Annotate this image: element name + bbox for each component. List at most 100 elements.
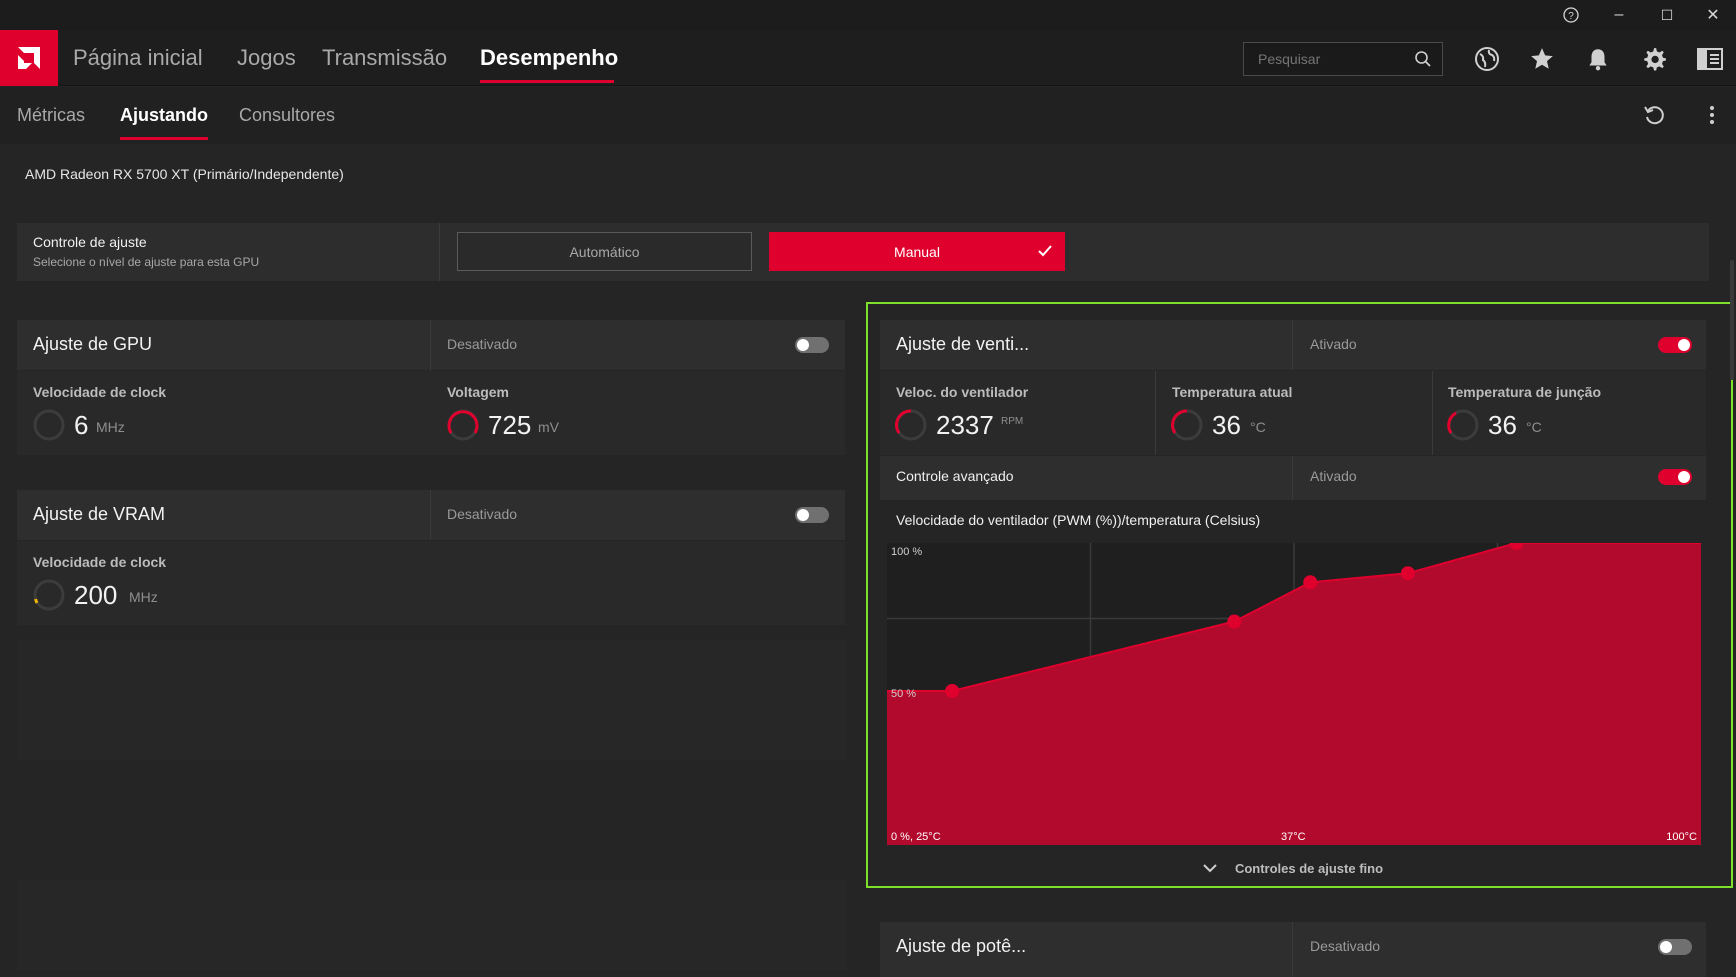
fan-speed-gauge-icon — [894, 408, 928, 447]
chevron-down-icon — [1203, 861, 1217, 876]
vram-tuning-state: Desativado — [447, 506, 518, 522]
tab-tuning[interactable]: Ajustando — [120, 105, 208, 125]
highlight-frame — [866, 302, 1733, 888]
search-input[interactable] — [1258, 51, 1408, 67]
maximize-button[interactable]: ☐ — [1660, 6, 1674, 23]
divider — [1432, 371, 1433, 455]
gear-icon[interactable] — [1636, 42, 1672, 76]
fan-tuning-header — [880, 320, 1706, 370]
x-tick-label: 100°C — [1666, 831, 1697, 843]
vram-tuning-title: Ajuste de VRAM — [33, 504, 166, 524]
nav-item-games[interactable]: Jogos — [237, 45, 296, 70]
power-tuning-toggle[interactable] — [1658, 939, 1692, 955]
fan-speed-value: 2337 — [936, 410, 994, 440]
close-button[interactable]: ✕ — [1706, 7, 1720, 24]
minimize-button[interactable]: – — [1614, 6, 1624, 23]
vram-clock-label: Velocidade de clock — [33, 554, 167, 570]
fan-curve-point[interactable] — [1400, 566, 1415, 581]
tuning-control-label-block: Controle de ajuste Selecione o nível de … — [17, 223, 440, 281]
top-navigation — [0, 30, 1736, 86]
vram-clock-value: 200 — [74, 580, 118, 610]
globe-icon[interactable] — [1469, 42, 1505, 76]
sub-navigation — [0, 87, 1736, 144]
title-bar — [0, 0, 1736, 30]
y-tick-label: 100 % — [891, 546, 922, 558]
x-tick-label: 0 %, 25°C — [891, 831, 941, 843]
tuning-control-title: Controle de ajuste — [33, 234, 147, 250]
fan-tuning-title: Ajuste de venti... — [896, 334, 1030, 354]
nav-item-home[interactable]: Página inicial — [73, 45, 203, 70]
fan-speed-label: Veloc. do ventilador — [896, 384, 1029, 400]
fan-curve-title: Velocidade do ventilador (PWM (%))/tempe… — [896, 512, 1261, 528]
x-tick-label: 37°C — [1281, 831, 1306, 843]
divider — [1292, 456, 1293, 500]
gpu-clock-gauge-icon — [32, 408, 66, 447]
fan-curve-point[interactable] — [1303, 575, 1318, 590]
tab-metrics[interactable]: Métricas — [17, 105, 86, 125]
fan-curve-point[interactable] — [1509, 543, 1524, 550]
vram-clock-gauge-icon — [32, 578, 66, 617]
fan-speed-unit: RPM — [1001, 416, 1024, 427]
fine-tune-controls-button[interactable]: Controles de ajuste fino — [880, 852, 1706, 884]
fan-tuning-toggle[interactable] — [1658, 337, 1692, 353]
advanced-control-row — [880, 456, 1706, 500]
layout-toggle-icon[interactable] — [1692, 42, 1728, 76]
scrollbar-thumb[interactable] — [1730, 260, 1734, 380]
current-temp-gauge-icon — [1170, 408, 1204, 447]
current-temp-label: Temperatura atual — [1172, 384, 1293, 400]
bell-icon[interactable] — [1580, 42, 1616, 76]
gpu-clock-unit: MHz — [96, 419, 125, 435]
y-tick-label: 50 % — [891, 688, 916, 700]
divider — [1155, 371, 1156, 455]
gpu-tuning-title: Ajuste de GPU — [33, 334, 153, 354]
gpu-tuning-body — [17, 371, 845, 455]
junction-temp-label: Temperatura de junção — [1448, 384, 1602, 400]
search-icon[interactable] — [1414, 50, 1432, 71]
background-faded-area — [17, 640, 847, 760]
advanced-control-label: Controle avançado — [896, 468, 1014, 484]
current-temp-unit: °C — [1250, 419, 1266, 435]
current-temp-value: 36 — [1212, 410, 1241, 440]
automatic-button[interactable]: Automático — [457, 232, 752, 271]
junction-temp-unit: °C — [1526, 419, 1542, 435]
background-faded-area — [17, 880, 847, 970]
tuning-control-subtitle: Selecione o nível de ajuste para esta GP… — [33, 255, 260, 269]
search-box[interactable] — [1243, 42, 1443, 76]
vram-tuning-header — [17, 490, 845, 540]
power-tuning-title: Ajuste de potê... — [896, 936, 1027, 956]
nav-item-performance[interactable]: Desempenho — [480, 45, 619, 70]
fine-tune-controls-label: Controles de ajuste fino — [1234, 860, 1384, 876]
voltage-label: Voltagem — [447, 384, 509, 400]
reset-icon[interactable] — [1642, 103, 1666, 132]
junction-temp-value: 36 — [1488, 410, 1517, 440]
vram-clock-unit: MHz — [129, 589, 158, 605]
vram-tuning-toggle[interactable] — [795, 507, 829, 523]
manual-button-label: Manual — [894, 243, 940, 260]
gpu-tuning-state: Desativado — [447, 336, 518, 352]
voltage-gauge-icon — [446, 408, 480, 447]
help-icon[interactable]: ? — [1548, 0, 1594, 30]
nav-active-indicator — [480, 80, 614, 83]
more-options-icon[interactable] — [1700, 103, 1724, 132]
voltage-value: 725 — [488, 410, 532, 440]
amd-logo-icon[interactable] — [0, 30, 58, 86]
power-tuning-state: Desativado — [1310, 938, 1381, 954]
tab-advisors[interactable]: Consultores — [239, 105, 336, 125]
fan-tuning-state: Ativado — [1310, 336, 1357, 352]
divider — [1292, 320, 1293, 370]
gpu-clock-label: Velocidade de clock — [33, 384, 167, 400]
tab-active-indicator — [120, 137, 208, 140]
nav-item-streaming[interactable]: Transmissão — [322, 45, 448, 70]
manual-button[interactable]: Manual — [769, 232, 1065, 271]
voltage-unit: mV — [538, 419, 559, 435]
star-icon[interactable] — [1524, 42, 1560, 76]
checkmark-icon — [1037, 244, 1053, 261]
fan-curve-point[interactable] — [945, 683, 960, 698]
fan-curve-chart[interactable]: 100 % 50 % 0 %, 25°C 37°C 100°C — [887, 543, 1701, 845]
svg-text:?: ? — [1568, 11, 1574, 22]
advanced-control-toggle[interactable] — [1658, 469, 1692, 485]
gpu-tuning-header — [17, 320, 845, 370]
vram-tuning-body — [17, 541, 845, 625]
fan-curve-point[interactable] — [1227, 614, 1242, 629]
gpu-tuning-toggle[interactable] — [795, 337, 829, 353]
